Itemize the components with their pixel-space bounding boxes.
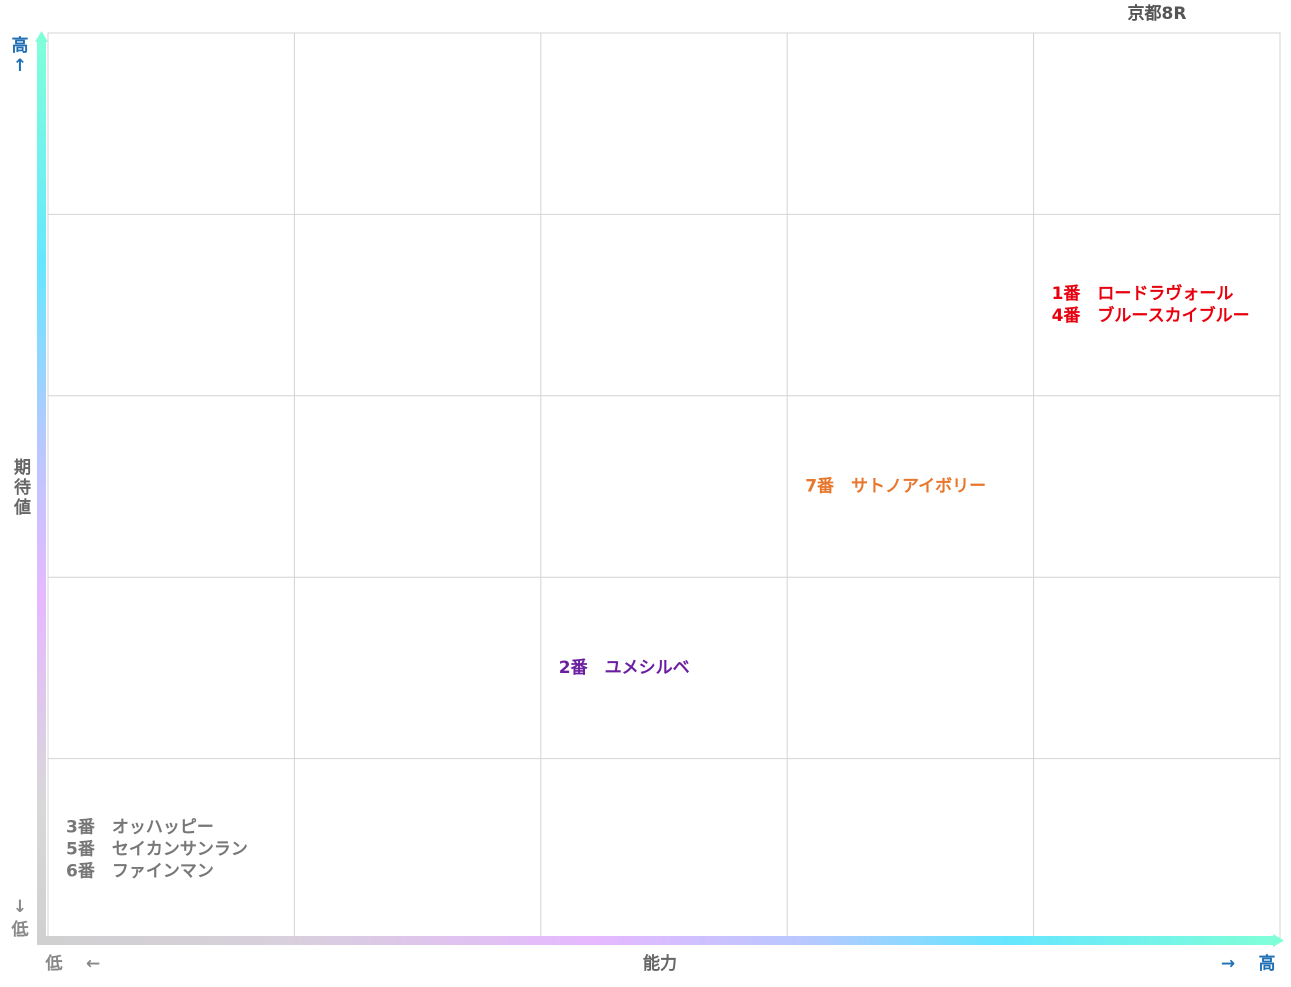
x-low-arrow: ← (86, 954, 100, 974)
x-high: 高 (1259, 953, 1276, 974)
y-high: 高 (12, 35, 29, 56)
cell-entry: 5番 セイカンサンラン (66, 839, 248, 859)
x-high-arrow: → (1221, 954, 1235, 974)
title: 京都8R (1128, 3, 1187, 24)
cell-entry: 3番 オッハッピー (66, 817, 214, 837)
grid-lines (48, 33, 1280, 940)
y-axis-bar (37, 38, 46, 944)
cell-entry: 6番 ファインマン (66, 861, 214, 881)
y-axis-label-text: 期待値 (10, 458, 32, 518)
x-low: 低 (45, 953, 63, 974)
cell-entry: 7番 サトノアイボリー (805, 477, 986, 497)
x-axis-bar (37, 936, 1275, 945)
cell-entry: 1番 ロードラヴォール (1052, 283, 1234, 304)
y-low: 低 (11, 919, 29, 940)
x-axis-arrowhead (1273, 934, 1284, 947)
cell-entry: 4番 ブルースカイブルー (1052, 305, 1250, 326)
cell-entry: 2番 ユメシルベ (559, 658, 690, 678)
y-low-arrow: ↓ (13, 897, 27, 917)
y-axis-arrowhead (35, 31, 48, 42)
plot-frame (47, 32, 1281, 941)
y-axis-label: 期待値 (10, 458, 32, 518)
x-axis-label: 能力 (643, 953, 677, 974)
y-high-arrow: ↑ (13, 56, 27, 76)
